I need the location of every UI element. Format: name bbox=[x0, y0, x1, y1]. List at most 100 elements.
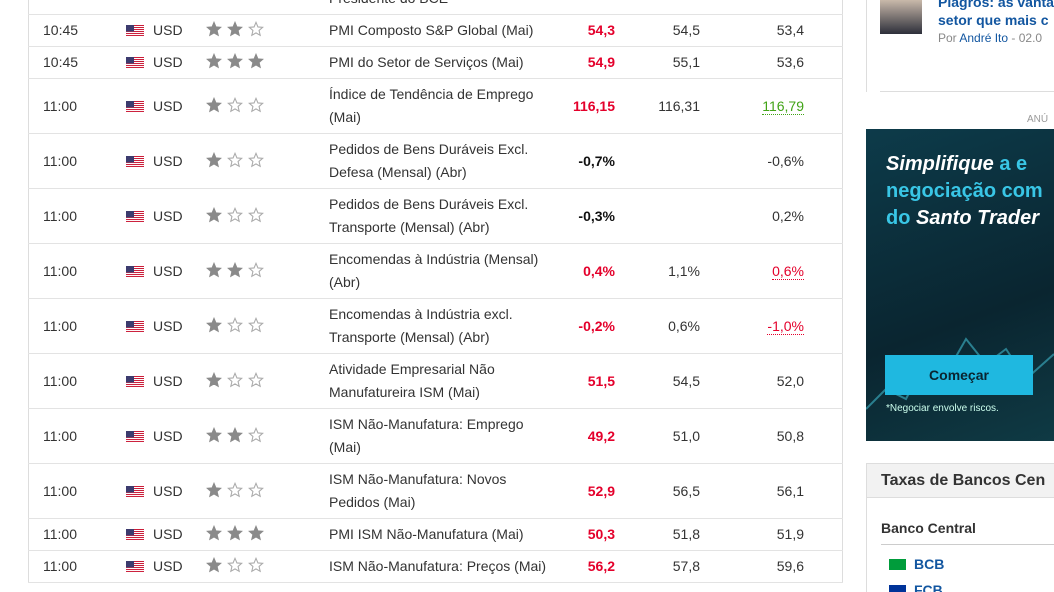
currency: USD bbox=[113, 518, 196, 551]
currency-code: USD bbox=[153, 152, 183, 169]
currency-code: USD bbox=[153, 427, 183, 444]
forecast: 116,31 bbox=[623, 78, 708, 134]
importance bbox=[196, 46, 316, 79]
time: 11:00 bbox=[28, 298, 113, 354]
banks-title: Taxas de Bancos Cen bbox=[867, 464, 1054, 498]
flag bbox=[126, 485, 144, 498]
author-photo bbox=[880, 0, 922, 34]
event: PMI Composto S&P Global (Mai) bbox=[316, 14, 566, 47]
cell bbox=[28, 0, 113, 15]
ad-disclaimer: *Negociar envolve riscos. bbox=[886, 403, 999, 414]
news-title[interactable]: Plagros: as vanta setor que mais c bbox=[938, 0, 1054, 28]
calendar-row[interactable]: 11:00 USD ISM Não-Manufatura: Emprego (Mai… bbox=[28, 408, 843, 464]
ad-button[interactable]: Começar bbox=[885, 355, 1033, 395]
forecast: 0,6% bbox=[623, 298, 708, 354]
importance bbox=[196, 14, 316, 47]
previous: 0,6% bbox=[772, 262, 804, 280]
currency-code: USD bbox=[153, 262, 183, 279]
previous-cell: -0,6% bbox=[708, 133, 812, 189]
bank-item[interactable]: FCB bbox=[889, 582, 943, 592]
previous: -1,0% bbox=[767, 317, 804, 335]
divider bbox=[880, 91, 1054, 92]
flag bbox=[126, 155, 144, 168]
event: Índice de Tendência de Emprego (Mai) bbox=[316, 78, 566, 134]
ad-label: ANÚ bbox=[1027, 114, 1049, 125]
calendar-row[interactable]: 10:45 USD PMI do Setor de Serviços (Mai) 54… bbox=[28, 46, 843, 79]
calendar-row[interactable]: 11:00 USD Encomendas à Indústria excl. Tra… bbox=[28, 298, 843, 354]
actual: 50,3 bbox=[566, 518, 623, 551]
flag bbox=[126, 561, 144, 573]
forecast: 54,5 bbox=[623, 353, 708, 409]
actual: -0,7% bbox=[566, 133, 623, 189]
bank-item[interactable]: BCB bbox=[889, 556, 944, 572]
importance bbox=[196, 408, 316, 464]
calendar-row[interactable]: 11:00 USD Pedidos de Bens Duráveis Excl. D… bbox=[28, 133, 843, 189]
actual: 54,3 bbox=[566, 14, 623, 47]
currency: USD bbox=[113, 353, 196, 409]
banks-header: Banco Central bbox=[881, 520, 976, 536]
actual: -0,2% bbox=[566, 298, 623, 354]
actual: 49,2 bbox=[566, 408, 623, 464]
calendar-row[interactable]: 11:00 USD Atividade Empresarial Não Manufa… bbox=[28, 353, 843, 409]
currency-code: USD bbox=[153, 54, 183, 70]
calendar-row[interactable]: 10:45 USD PMI Composto S&P Global (Mai) 54,… bbox=[28, 14, 843, 47]
calendar-row[interactable]: 11:00 USD PMI ISM Não-Manufatura (Mai) 50,3… bbox=[28, 518, 843, 551]
calendar-row[interactable]: 11:00 USD ISM Não-Manufatura: Novos Pedido… bbox=[28, 463, 843, 519]
forecast bbox=[623, 133, 708, 189]
event: ISM Não-Manufatura: Novos Pedidos (Mai) bbox=[316, 463, 566, 519]
flag bbox=[126, 57, 144, 69]
forecast: 1,1% bbox=[623, 243, 708, 299]
forecast: 55,1 bbox=[623, 46, 708, 79]
actual: 52,9 bbox=[566, 463, 623, 519]
calendar-row[interactable]: 11:00 USD Pedidos de Bens Duráveis Excl. T… bbox=[28, 188, 843, 244]
currency-code: USD bbox=[153, 22, 183, 38]
cell bbox=[812, 133, 843, 189]
time: 11:00 bbox=[28, 463, 113, 519]
currency: USD bbox=[113, 133, 196, 189]
bank-flag bbox=[889, 559, 906, 570]
calendar-row[interactable]: 11:00 USD Encomendas à Indústria (Mensal) … bbox=[28, 243, 843, 299]
ad-headline: Simplifique a e negociação com do Santo … bbox=[886, 153, 1043, 229]
ad-banner[interactable]: Simplifique a e negociação com do Santo … bbox=[866, 129, 1054, 441]
currency: USD bbox=[113, 550, 196, 583]
importance bbox=[196, 463, 316, 519]
currency: USD bbox=[113, 46, 196, 79]
cell bbox=[812, 353, 843, 409]
cell bbox=[196, 0, 316, 15]
previous-cell: 0,2% bbox=[708, 188, 812, 244]
cell bbox=[812, 188, 843, 244]
currency-code: USD bbox=[153, 317, 183, 334]
forecast: 51,0 bbox=[623, 408, 708, 464]
flag bbox=[126, 529, 144, 541]
flag bbox=[126, 375, 144, 388]
previous: 52,0 bbox=[776, 372, 804, 389]
importance bbox=[196, 133, 316, 189]
divider bbox=[866, 0, 867, 92]
previous-cell: 56,1 bbox=[708, 463, 812, 519]
currency-code: USD bbox=[153, 372, 183, 389]
time: 11:00 bbox=[28, 243, 113, 299]
currency-code: USD bbox=[153, 97, 183, 114]
bank-name: BCB bbox=[914, 556, 945, 572]
currency-code: USD bbox=[153, 207, 183, 224]
event: Pedidos de Bens Duráveis Excl. Transport… bbox=[316, 188, 566, 244]
calendar-row[interactable]: 11:00 USD ISM Não-Manufatura: Preços (Mai)… bbox=[28, 550, 843, 583]
actual: 0,4% bbox=[566, 243, 623, 299]
currency: USD bbox=[113, 14, 196, 47]
time: 11:00 bbox=[28, 518, 113, 551]
previous-cell: 50,8 bbox=[708, 408, 812, 464]
time: 11:00 bbox=[28, 550, 113, 583]
cell bbox=[623, 0, 708, 15]
previous: 56,1 bbox=[776, 482, 804, 499]
currency: USD bbox=[113, 188, 196, 244]
event: PMI do Setor de Serviços (Mai) bbox=[316, 46, 566, 79]
flag bbox=[126, 100, 144, 113]
calendar-row: Presidente do BCE bbox=[28, 0, 843, 15]
currency-code: USD bbox=[153, 526, 183, 542]
previous: 116,79 bbox=[762, 97, 804, 115]
previous-cell: 53,6 bbox=[708, 46, 812, 79]
calendar-row[interactable]: 11:00 USD Índice de Tendência de Emprego (… bbox=[28, 78, 843, 134]
previous-cell: 116,79 bbox=[708, 78, 812, 134]
cell bbox=[812, 46, 843, 79]
previous: -0,6% bbox=[767, 152, 804, 169]
